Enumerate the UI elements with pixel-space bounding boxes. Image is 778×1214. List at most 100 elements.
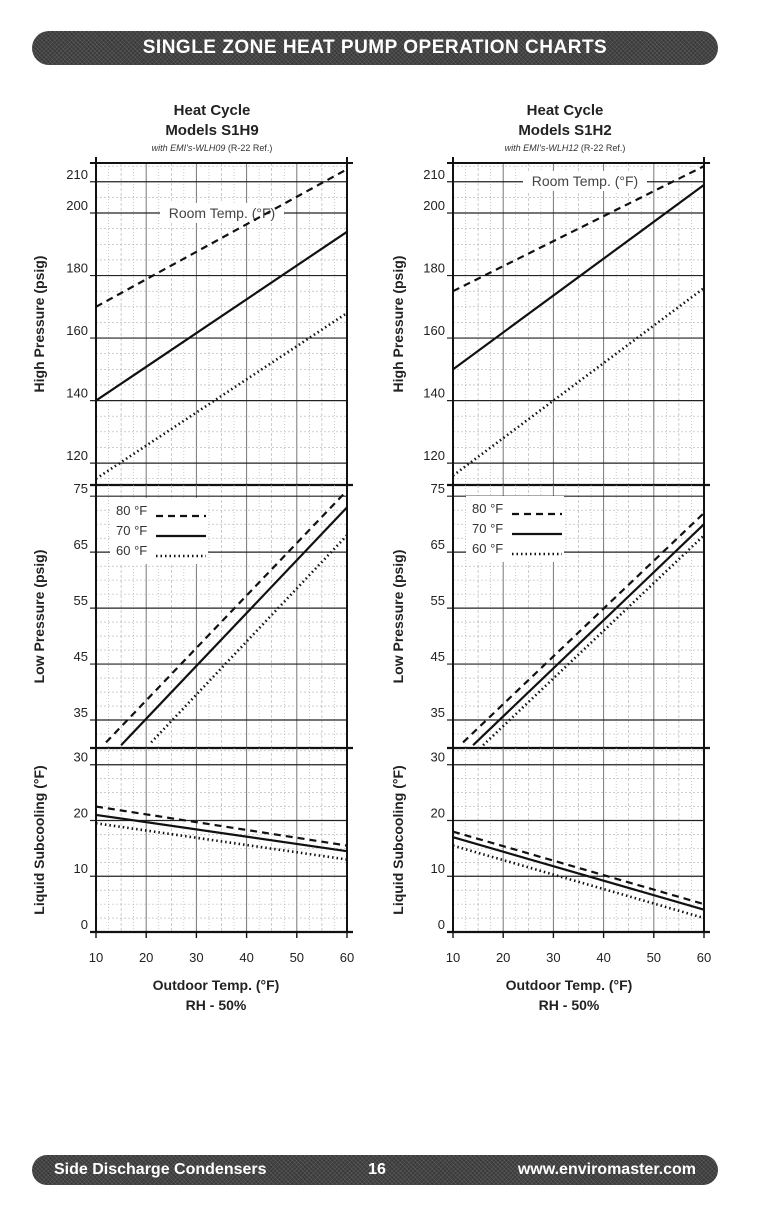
series-line-70f xyxy=(452,183,705,371)
page-number: 16 xyxy=(368,1161,386,1178)
legend: 80 °F 70 °F 60 °F xyxy=(466,496,564,562)
series-line-80f xyxy=(95,805,348,847)
y-tick-label: 0 xyxy=(438,917,445,932)
legend-label: 80 °F xyxy=(472,501,503,516)
y-tick-label: 35 xyxy=(74,705,88,720)
chart-note-ref: (R-22 Ref.) xyxy=(228,143,273,153)
x-axis-sublabel: RH - 50% xyxy=(539,997,600,1013)
series-line-80f xyxy=(452,165,705,293)
chart-note: with EMI's-WLH09 (R-22 Ref.) xyxy=(152,143,273,153)
annotation-bg xyxy=(523,171,647,191)
series-line-60f xyxy=(95,311,348,480)
panel-3: 0 10 20 30 Liquid Subcooling (°F) 10 20 30 40 50 6… xyxy=(31,748,354,965)
legend-label: 80 °F xyxy=(116,503,147,518)
series-line-60f xyxy=(95,821,348,861)
y-axis-label: High Pressure (psig) xyxy=(31,256,47,393)
y-tick-label: 140 xyxy=(66,386,88,401)
legend-label: 70 °F xyxy=(472,521,503,536)
chart-subtitle: Models S1H2 xyxy=(518,122,611,139)
legend-label: 60 °F xyxy=(472,541,503,556)
series-line-80f xyxy=(452,830,705,906)
y-tick-label: 160 xyxy=(423,323,445,338)
series-line-70f xyxy=(472,523,705,746)
chart-note-ref: (R-22 Ref.) xyxy=(581,143,626,153)
y-axis-label: Low Pressure (psig) xyxy=(390,550,406,684)
panel-1: 120 140 160 180 200 210 High Pressure (psig) Ro… xyxy=(390,162,710,487)
footer-section-title: Side Discharge Condensers xyxy=(54,1161,267,1178)
y-tick-label: 35 xyxy=(431,705,445,720)
series-line-80f xyxy=(105,489,348,744)
y-tick-label: 200 xyxy=(423,198,445,213)
x-tick-label: 60 xyxy=(697,950,711,965)
series-line-70f xyxy=(452,836,705,911)
title-banner: SINGLE ZONE HEAT PUMP OPERATION CHARTS xyxy=(32,31,718,65)
y-axis-label: Liquid Subcooling (°F) xyxy=(390,765,406,914)
x-tick-label: 20 xyxy=(139,950,153,965)
series-line-60f xyxy=(452,844,705,920)
y-axis-label: Low Pressure (psig) xyxy=(31,550,47,684)
x-tick-label: 30 xyxy=(546,950,560,965)
legend-label: 60 °F xyxy=(116,543,147,558)
room-temp-annotation: Room Temp. (°F) xyxy=(532,173,638,189)
legend-label: 70 °F xyxy=(116,523,147,538)
y-axis-label: Liquid Subcooling (°F) xyxy=(31,765,47,914)
x-tick-label: 10 xyxy=(89,950,103,965)
chart-2: Heat Cycle Models S1H2 with EMI's-WLH12 (R… xyxy=(390,102,711,1013)
y-tick-label: 45 xyxy=(431,649,445,664)
y-tick-label: 210 xyxy=(66,167,88,182)
panel-3: 0 10 20 30 Liquid Subcooling (°F) 10 20 30 40 50 6… xyxy=(390,748,711,965)
footer-banner: Side Discharge Condensers 16 www.envirom… xyxy=(32,1155,718,1185)
y-axis-label: High Pressure (psig) xyxy=(390,256,406,393)
panel-1: 120 140 160 180 200 210 High Pressure (psig) Ro… xyxy=(31,162,353,487)
chart-title: Heat Cycle xyxy=(174,102,251,119)
grid xyxy=(447,748,705,933)
y-tick-label: 180 xyxy=(423,261,445,276)
chart-subtitle: Models S1H9 xyxy=(165,122,258,139)
x-tick-label: 60 xyxy=(340,950,354,965)
series-line-60f xyxy=(452,287,705,477)
y-tick-label: 180 xyxy=(66,261,88,276)
x-tick-label: 50 xyxy=(647,950,661,965)
y-tick-label: 140 xyxy=(423,386,445,401)
y-tick-label: 75 xyxy=(74,481,88,496)
y-tick-label: 75 xyxy=(431,481,445,496)
y-tick-label: 30 xyxy=(74,750,88,765)
x-tick-label: 10 xyxy=(446,950,460,965)
x-tick-label: 40 xyxy=(239,950,253,965)
grid xyxy=(90,748,348,933)
y-tick-label: 55 xyxy=(431,593,445,608)
y-tick-label: 210 xyxy=(423,167,445,182)
series-line-80f xyxy=(462,512,705,744)
panel-2: 35 45 55 65 75 Low Pressure (psig) 80 °F 70 °F 6… xyxy=(390,481,710,750)
chart-note-model: with EMI's-WLH12 xyxy=(505,143,581,153)
y-tick-label: 10 xyxy=(431,861,445,876)
y-tick-label: 10 xyxy=(74,861,88,876)
footer-website: www.enviromaster.com xyxy=(517,1161,696,1178)
room-temp-annotation: Room Temp. (°F) xyxy=(169,205,275,221)
y-tick-label: 200 xyxy=(66,198,88,213)
legend-bg xyxy=(110,498,208,564)
series-line-70f xyxy=(120,506,348,746)
x-axis-label: Outdoor Temp. (°F) xyxy=(506,977,633,993)
chart-title: Heat Cycle xyxy=(527,102,604,119)
x-tick-label: 30 xyxy=(189,950,203,965)
chart-note-model: with EMI's-WLH09 xyxy=(152,143,228,153)
y-tick-label: 120 xyxy=(66,448,88,463)
y-tick-label: 20 xyxy=(431,805,445,820)
grid xyxy=(447,163,705,485)
y-tick-label: 0 xyxy=(81,917,88,932)
series-line-70f xyxy=(95,230,348,402)
x-axis-sublabel: RH - 50% xyxy=(186,997,247,1013)
y-tick-label: 160 xyxy=(66,323,88,338)
legend-bg xyxy=(466,496,564,562)
annotation-bg xyxy=(160,203,284,223)
y-tick-label: 120 xyxy=(423,448,445,463)
panel-2: 35 45 55 65 75 Low Pressure (psig) 80 °F 70 °F 6… xyxy=(31,481,353,750)
y-tick-label: 55 xyxy=(74,593,88,608)
y-tick-label: 20 xyxy=(74,805,88,820)
y-tick-label: 30 xyxy=(431,750,445,765)
series-line-70f xyxy=(95,813,348,853)
series-line-60f xyxy=(482,534,705,747)
x-tick-label: 50 xyxy=(290,950,304,965)
